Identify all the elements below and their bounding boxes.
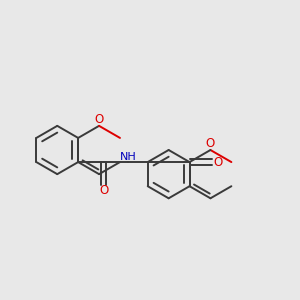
Text: O: O	[94, 113, 104, 126]
Text: O: O	[214, 156, 223, 169]
Text: NH: NH	[120, 152, 137, 162]
Text: O: O	[99, 184, 108, 197]
Text: O: O	[206, 137, 215, 150]
